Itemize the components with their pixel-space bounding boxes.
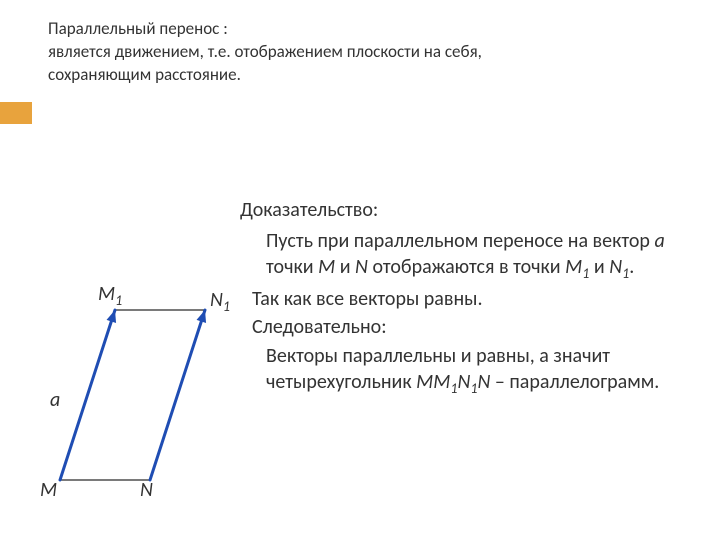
- proof-p1: Пусть при параллельном переносе на векто…: [252, 228, 692, 284]
- label-N1-b: N: [210, 288, 223, 312]
- proof-p2: Так как все векторы равны.: [252, 286, 692, 312]
- proof-p4: Векторы параллельны и равны, а значит че…: [252, 343, 692, 399]
- label-N: N: [140, 478, 153, 502]
- figure: M N M1 N1 a: [40, 270, 250, 520]
- header-line2: является движением, т.е. отображением пл…: [48, 41, 668, 64]
- sym-N: N: [355, 255, 368, 279]
- proof-body: Пусть при параллельном переносе на векто…: [252, 228, 692, 401]
- sym-N1b: N: [609, 255, 622, 279]
- proof-p3: Следовательно:: [252, 314, 692, 340]
- accent-bar: [0, 102, 32, 124]
- slide-header: Параллельный перенос : является движение…: [48, 18, 668, 87]
- sym-q1: MM: [416, 370, 450, 394]
- label-M1-b: M: [98, 282, 115, 306]
- proof-title: Доказательство:: [240, 198, 378, 222]
- p4b: – параллелограмм.: [490, 370, 659, 394]
- label-N1: N1: [210, 288, 230, 315]
- p1b: точки: [266, 255, 318, 279]
- label-N1-s: 1: [223, 298, 230, 315]
- header-line3: сохраняющим расстояние.: [48, 64, 668, 87]
- p1c: и: [335, 255, 355, 279]
- p1f: .: [629, 255, 634, 279]
- sym-q5: N: [477, 370, 490, 394]
- label-M1-s: 1: [115, 292, 122, 309]
- sym-M: M: [318, 255, 335, 279]
- label-a: a: [50, 388, 60, 412]
- p1e: и: [589, 255, 609, 279]
- sym-a: a: [654, 229, 664, 253]
- sym-M1b: M: [565, 255, 582, 279]
- sym-q3: N: [457, 370, 470, 394]
- header-line1: Параллельный перенос :: [48, 18, 668, 41]
- p1d: отображаются в точки: [368, 255, 565, 279]
- p1a: Пусть при параллельном переносе на векто…: [266, 229, 654, 253]
- label-M1: M1: [98, 282, 122, 309]
- label-M: M: [40, 478, 57, 502]
